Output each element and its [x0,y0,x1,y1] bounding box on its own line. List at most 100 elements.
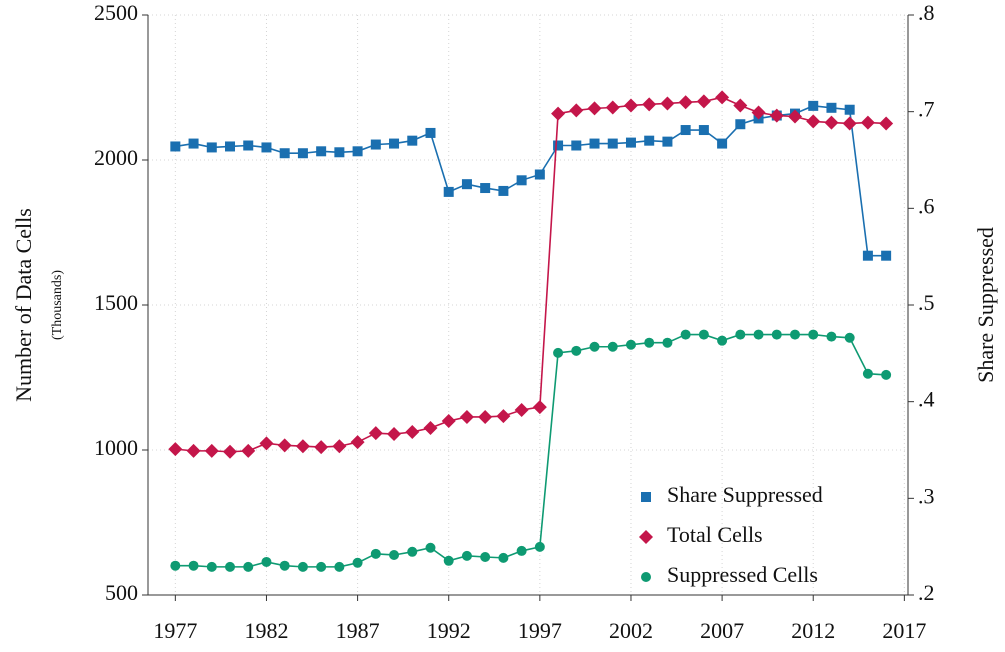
data-point [243,561,254,572]
data-point [168,442,183,457]
data-point [862,368,873,379]
data-point [514,402,529,417]
data-point [680,125,691,136]
data-point [680,329,691,340]
data-point [225,141,236,152]
y2-tick-label: .7 [918,97,935,122]
data-point [387,427,402,442]
data-point [607,341,618,352]
x-tick-label: 2017 [882,618,926,643]
data-point [808,329,819,340]
data-point [170,560,181,571]
x-tick-label: 1982 [244,618,288,643]
data-point [534,169,545,180]
data-point [589,341,600,352]
data-point [223,444,238,459]
legend-marker [641,492,651,502]
legend-label: Share Suppressed [667,482,823,507]
data-point [662,136,673,147]
x-tick-label: 2007 [700,618,744,643]
data-point [423,420,438,435]
x-tick-label: 1987 [336,618,380,643]
data-point [498,185,509,196]
x-tick-label: 1997 [518,618,562,643]
legend-marker [641,572,651,582]
data-point [188,138,199,149]
data-point [461,179,472,190]
data-point [405,425,420,440]
data-point [534,541,545,552]
data-point [277,438,292,453]
y2-tick-label: .8 [918,0,935,25]
y-tick-label: 1000 [94,435,138,460]
data-point [441,414,456,428]
data-point [352,557,363,568]
data-point [553,347,564,358]
data-point [879,116,894,131]
y-axis-label: Number of Data Cells [11,208,36,402]
data-point [443,555,454,566]
x-tick-label: 2002 [609,618,653,643]
y2-tick-label: .4 [918,387,935,412]
data-point [425,542,436,553]
y2-tick-label: .2 [918,580,935,605]
data-point [660,96,675,111]
data-point [751,105,766,120]
data-point [425,127,436,138]
data-point [553,140,564,151]
y-tick-label: 500 [105,580,138,605]
series-line [175,105,887,257]
data-point [698,125,709,136]
data-point [698,329,709,340]
data-point [461,550,472,561]
data-point [352,146,363,157]
data-point [206,142,217,153]
data-point [644,135,655,146]
data-point [587,101,602,116]
series-line [175,333,887,568]
data-point [881,250,892,261]
legend-label: Suppressed Cells [667,562,818,587]
data-point [589,138,600,149]
data-point [642,97,657,112]
data-point [842,116,857,131]
data-point [771,329,782,340]
data-point [225,561,236,572]
data-point [860,115,875,130]
data-point [735,119,746,130]
y2-tick-label: .5 [918,290,935,315]
data-point [350,435,365,450]
data-point [480,552,491,563]
data-point [569,103,584,118]
data-point [204,443,219,458]
data-point [443,186,454,197]
data-point [516,175,527,186]
y-tick-label: 2000 [94,145,138,170]
data-point [806,114,821,129]
y2-axis-label: Share Suppressed [973,227,998,383]
x-tick-label: 2012 [791,618,835,643]
data-point [532,400,547,415]
data-point [662,337,673,348]
data-point [678,95,693,110]
data-point [370,139,381,150]
data-point [881,369,892,380]
data-point [862,250,873,261]
data-point [808,100,819,111]
data-point [368,426,383,441]
data-point [261,142,272,153]
data-point [844,104,855,115]
data-point [316,146,327,157]
data-point [644,337,655,348]
data-point [279,148,290,159]
y-tick-label: 1500 [94,290,138,315]
data-point [316,561,327,572]
data-point [605,100,620,115]
data-point [314,440,329,455]
data-point [297,561,308,572]
data-point [717,335,728,346]
data-point [259,436,274,451]
data-point [480,183,491,194]
data-point [407,135,418,146]
